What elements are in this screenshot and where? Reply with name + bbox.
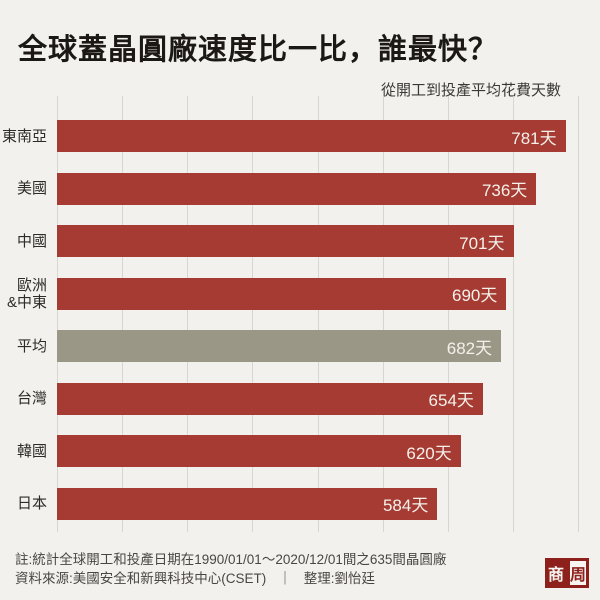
bar-row: 日本 584天 <box>0 478 578 531</box>
bar-row: 美國 736天 <box>0 163 578 216</box>
bar: 690天 <box>57 277 507 310</box>
value-label: 781天 <box>511 128 557 148</box>
category-label: 平均 <box>16 337 47 355</box>
value-label: 620天 <box>406 443 452 463</box>
bar-track: 620天 <box>57 435 578 468</box>
bar-track: 584天 <box>57 487 578 520</box>
bar-track: 701天 <box>57 225 578 258</box>
category-label: 東南亞 <box>1 127 47 145</box>
logo-right-char: 周 <box>567 558 589 588</box>
gridline <box>187 96 189 532</box>
value-label: 654天 <box>428 391 474 411</box>
gridline <box>57 96 58 532</box>
bar-row: 台灣 654天 <box>0 373 578 426</box>
value-label: 682天 <box>446 338 493 358</box>
bar-track: 736天 <box>57 172 578 205</box>
bar: 584天 <box>57 487 438 520</box>
category-label: 美國 <box>16 180 47 198</box>
footer-note: 註:統計全球開工和投產日期在1990/01/01～2020/12/01間之635… <box>15 552 447 567</box>
plot-grid <box>57 96 579 532</box>
bar: 781天 <box>57 120 566 153</box>
gridline <box>578 96 579 532</box>
gridline <box>447 96 449 532</box>
footer-source-line: 資料來源:美國安全和新興科技中心(CSET) ｜ 整理:劉怡廷 <box>15 570 446 589</box>
bar-row: 平均 682天 <box>0 320 578 373</box>
chart-subtitle: 從開工到投產平均花費天數 <box>380 82 561 99</box>
bar-track: 690天 <box>57 277 578 310</box>
bar-track: 654天 <box>57 382 578 415</box>
bar-track: 682天 <box>57 330 578 363</box>
category-label: 日本 <box>16 495 47 513</box>
bar-rows: 東南亞 781天 美國 736天 中國 701天 <box>0 110 578 530</box>
footer-source: 資料來源:美國安全和新興科技中心(CSET) <box>15 570 267 586</box>
bar: 620天 <box>57 435 461 468</box>
gridline <box>512 96 514 532</box>
value-label: 584天 <box>382 496 429 516</box>
footer: 註:統計全球開工和投產日期在1990/01/01～2020/12/01間之635… <box>15 551 446 588</box>
bar-track: 781天 <box>57 120 578 153</box>
category-label: 中國 <box>16 232 47 250</box>
gridline <box>317 96 319 532</box>
bar: 701天 <box>57 225 514 258</box>
category-label: 台灣 <box>16 390 47 408</box>
gridline <box>122 96 124 532</box>
bar: 682天 <box>57 330 502 363</box>
footer-divider: ｜ <box>278 570 292 586</box>
gridline <box>382 96 384 532</box>
bar-row: 東南亞 781天 <box>0 110 578 163</box>
bar: 654天 <box>57 382 483 415</box>
value-label: 736天 <box>481 181 528 201</box>
logo-left-char: 商 <box>545 558 567 588</box>
business-weekly-logo: 商 周 <box>545 558 589 588</box>
chart-title: 全球蓋晶圓廠速度比一比，誰最快？ <box>18 34 499 66</box>
value-label: 701天 <box>459 233 505 253</box>
bar-row: 韓國 620天 <box>0 425 578 478</box>
bar: 736天 <box>57 172 537 205</box>
category-label: 韓國 <box>16 442 47 460</box>
value-label: 690天 <box>451 286 498 306</box>
gridline <box>252 96 254 532</box>
bar-row: 歐洲 &中東 690天 <box>0 268 578 321</box>
bar-row: 中國 701天 <box>0 215 578 268</box>
category-label: 歐洲 &中東 <box>6 276 47 311</box>
footer-editor: 整理:劉怡廷 <box>303 570 376 586</box>
